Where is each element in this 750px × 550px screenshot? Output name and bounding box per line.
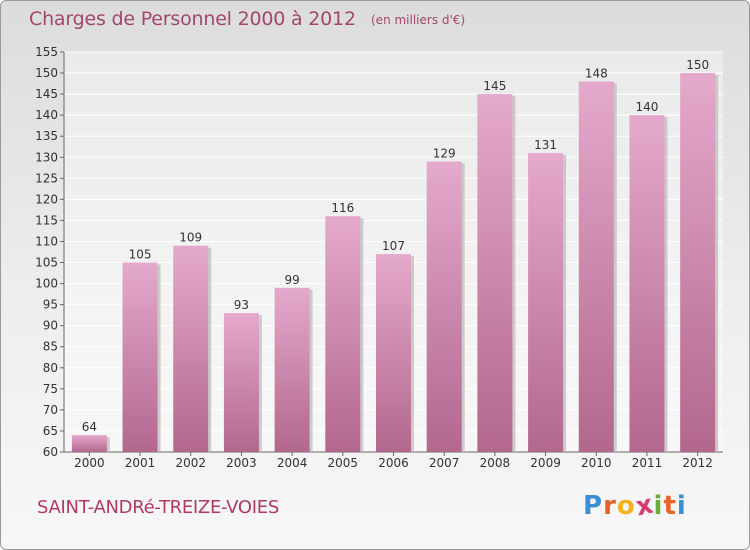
y-tick-label: 90	[43, 319, 58, 333]
x-tick-label: 2004	[277, 456, 308, 470]
data-label: 64	[82, 420, 97, 434]
x-tick-label: 2003	[226, 456, 257, 470]
chart-title: Charges de Personnel 2000 à 2012	[29, 8, 356, 30]
data-label: 129	[433, 146, 456, 160]
logo-letter: o	[616, 491, 636, 521]
data-label: 148	[585, 66, 608, 80]
bar	[274, 287, 310, 452]
bar	[71, 435, 107, 452]
y-tick-label: 150	[35, 66, 58, 80]
bar	[122, 262, 158, 452]
data-label: 99	[284, 273, 299, 287]
bar	[173, 245, 209, 452]
x-tick-label: 2010	[581, 456, 612, 470]
y-tick-label: 80	[43, 361, 58, 375]
data-label: 105	[129, 248, 152, 262]
y-tick-label: 140	[35, 108, 58, 122]
x-tick-label: 2008	[480, 456, 511, 470]
data-label: 93	[234, 298, 249, 312]
data-label: 145	[483, 79, 506, 93]
x-tick-label: 2012	[682, 456, 713, 470]
bar	[426, 161, 462, 452]
y-tick-label: 105	[35, 256, 58, 270]
bar	[629, 115, 665, 452]
y-tick-label: 70	[43, 403, 58, 417]
y-tick-label: 95	[43, 298, 58, 312]
logo-letter: P	[583, 491, 604, 521]
data-label: 140	[636, 100, 659, 114]
data-label: 131	[534, 138, 557, 152]
bar	[680, 73, 716, 452]
logo-letter: t	[663, 491, 677, 521]
y-tick-label: 60	[43, 445, 58, 459]
y-tick-label: 110	[35, 234, 58, 248]
x-tick-label: 2007	[429, 456, 460, 470]
x-tick-label: 2011	[632, 456, 663, 470]
x-tick-label: 2001	[125, 456, 156, 470]
data-label: 150	[686, 58, 709, 72]
y-tick-label: 65	[43, 424, 58, 438]
y-tick-label: 130	[35, 150, 58, 164]
data-label: 116	[331, 201, 354, 215]
y-tick-label: 115	[35, 213, 58, 227]
y-tick-label: 135	[35, 129, 58, 143]
proxiti-logo: Proxiti	[583, 489, 687, 522]
logo-letter: i	[676, 491, 687, 521]
bar	[528, 153, 564, 453]
y-tick-label: 145	[35, 87, 58, 101]
y-tick-label: 155	[35, 45, 58, 59]
bar	[477, 94, 513, 453]
bar	[376, 254, 411, 452]
y-tick-label: 75	[43, 382, 58, 396]
commune-name: SAINT-ANDRé-TREIZE-VOIES	[37, 497, 279, 518]
bar	[325, 216, 361, 452]
data-label: 107	[382, 239, 405, 253]
logo-letter: r	[603, 491, 617, 521]
x-tick-label: 2009	[530, 456, 561, 470]
x-tick-label: 2002	[175, 456, 206, 470]
bar	[578, 81, 614, 452]
x-tick-label: 2006	[378, 456, 409, 470]
y-tick-label: 85	[43, 340, 58, 354]
y-tick-label: 100	[35, 277, 58, 291]
data-label: 109	[179, 231, 202, 245]
bar	[223, 313, 259, 452]
chart-subtitle: (en milliers d'€)	[371, 13, 466, 27]
logo-letter: i	[653, 491, 664, 521]
x-tick-label: 2005	[328, 456, 359, 470]
y-tick-label: 125	[35, 171, 58, 185]
y-tick-label: 120	[35, 192, 58, 206]
x-tick-label: 2000	[74, 456, 105, 470]
